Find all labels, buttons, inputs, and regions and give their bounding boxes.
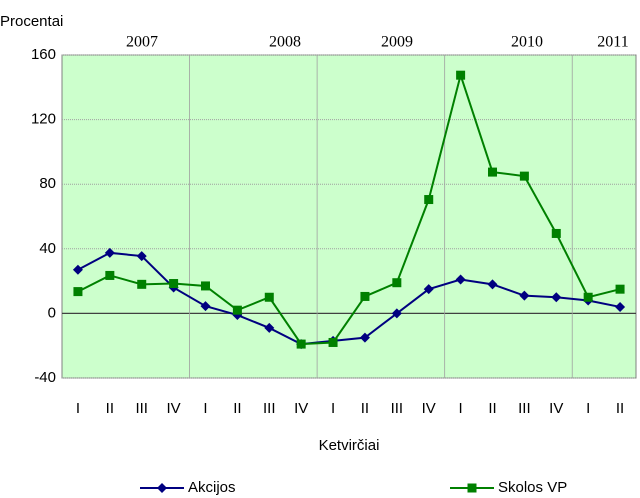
marker <box>391 308 402 319</box>
marker <box>615 284 625 294</box>
x-tick-label: III <box>135 400 148 417</box>
marker <box>232 305 242 315</box>
marker <box>456 70 466 80</box>
x-tick-label: I <box>331 400 335 417</box>
x-tick-label: I <box>586 400 590 417</box>
year-label: 2009 <box>381 34 413 51</box>
x-tick-label: III <box>263 400 276 417</box>
x-tick-label: IV <box>549 400 563 417</box>
marker <box>359 332 370 343</box>
marker <box>201 281 210 291</box>
x-axis-label: Ketvirčiai <box>319 437 380 454</box>
marker <box>169 279 179 289</box>
marker <box>615 301 626 312</box>
x-tick-label: I <box>76 400 80 417</box>
x-tick-label: III <box>391 400 404 417</box>
marker <box>487 279 498 290</box>
x-tick-label: IV <box>294 400 308 417</box>
x-tick-label: II <box>233 400 241 417</box>
marker <box>104 247 115 258</box>
marker <box>137 279 147 289</box>
marker <box>519 290 530 301</box>
marker <box>264 292 274 302</box>
marker <box>424 195 434 205</box>
marker <box>488 167 497 177</box>
y-tick-label: -40 <box>34 369 56 386</box>
year-label: 2011 <box>597 34 628 51</box>
y-tick-label: 40 <box>39 240 56 257</box>
marker <box>136 251 147 262</box>
marker <box>328 337 338 347</box>
series-line <box>77 251 621 346</box>
marker <box>72 264 83 275</box>
x-tick-label: I <box>459 400 463 417</box>
y-tick-label: 80 <box>39 175 56 192</box>
x-tick-label: II <box>106 400 114 417</box>
x-tick-label: IV <box>422 400 436 417</box>
y-tick-label: 0 <box>48 304 56 321</box>
x-tick-label: I <box>203 400 207 417</box>
marker <box>200 301 211 312</box>
marker <box>264 322 275 333</box>
marker <box>105 270 115 280</box>
plot-area <box>61 54 637 379</box>
x-tick-label: IV <box>167 400 181 417</box>
marker <box>392 278 402 288</box>
year-label: 2010 <box>511 34 543 51</box>
marker <box>455 274 466 285</box>
legend-label: Akcijos <box>188 479 236 496</box>
legend-marker <box>467 483 477 493</box>
marker <box>73 287 83 297</box>
year-label: 2007 <box>126 34 158 51</box>
year-label: 2008 <box>269 34 301 51</box>
x-tick-label: II <box>488 400 496 417</box>
marker <box>423 284 434 295</box>
marker <box>296 339 306 349</box>
marker <box>551 292 562 303</box>
y-axis-label: Procentai <box>0 13 63 30</box>
marker <box>551 228 561 238</box>
legend-marker <box>157 483 167 493</box>
x-tick-label: II <box>361 400 369 417</box>
x-tick-label: II <box>616 400 624 417</box>
y-tick-label: 120 <box>31 111 56 128</box>
marker <box>519 171 529 181</box>
marker <box>583 292 593 302</box>
legend-label: Skolos VP <box>498 479 567 496</box>
y-tick-label: 160 <box>31 46 56 63</box>
x-tick-label: III <box>518 400 531 417</box>
series-line <box>77 71 621 346</box>
marker <box>360 291 370 301</box>
